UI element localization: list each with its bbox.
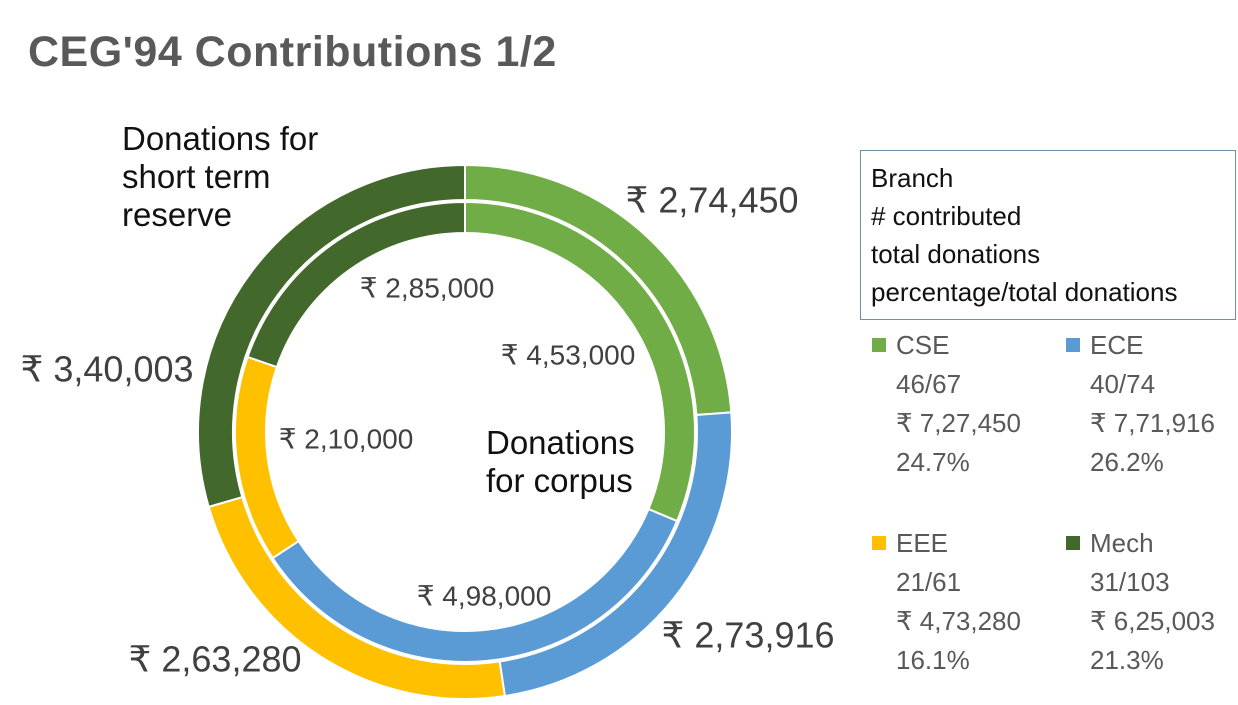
legend-contributed: 31/103 bbox=[1090, 567, 1170, 597]
legend-total: ₹ 6,25,003 bbox=[1090, 606, 1215, 636]
data-labels: ₹ 2,74,450 ₹ 2,73,916 ₹ 2,63,280 ₹ 3,40,003… bbox=[20, 180, 834, 680]
legend-header-total: total donations bbox=[871, 239, 1041, 269]
legend-name: CSE bbox=[896, 330, 950, 360]
inner-ring bbox=[234, 200, 696, 663]
inner-data-label-ece: ₹ 4,98,000 bbox=[417, 580, 552, 611]
legend-percent: 21.3% bbox=[1090, 645, 1164, 675]
legend-name: EEE bbox=[896, 528, 949, 558]
legend-percent: 26.2% bbox=[1090, 447, 1164, 477]
inner-data-label-eee: ₹ 2,10,000 bbox=[279, 423, 414, 454]
legend-total: ₹ 7,71,916 bbox=[1090, 408, 1215, 438]
legend-item-cse: CSE 46/67 ₹ 7,27,450 24.7% bbox=[872, 326, 1052, 482]
legend-name: ECE bbox=[1090, 330, 1144, 360]
legend: CSE 46/67 ₹ 7,27,450 24.7% ECE 40/74 ₹ 7… bbox=[872, 326, 1238, 686]
page-title: CEG'94 Contributions 1/2 bbox=[28, 28, 557, 76]
outer-data-label-eee: ₹ 2,63,280 bbox=[128, 639, 301, 680]
outer-segment-mech bbox=[197, 163, 466, 509]
outer-data-label-cse: ₹ 2,74,450 bbox=[625, 180, 798, 221]
legend-swatch bbox=[872, 536, 886, 550]
legend-name: Mech bbox=[1090, 528, 1154, 558]
corpus-caption: Donations for corpus bbox=[486, 424, 635, 499]
legend-total: ₹ 4,73,280 bbox=[896, 606, 1021, 636]
legend-swatch bbox=[872, 338, 886, 352]
legend-total: ₹ 7,27,450 bbox=[896, 408, 1021, 438]
legend-percent: 16.1% bbox=[896, 645, 970, 675]
legend-item-eee: EEE 21/61 ₹ 4,73,280 16.1% bbox=[872, 524, 1052, 680]
legend-contributed: 46/67 bbox=[896, 369, 962, 399]
outer-data-label-ece: ₹ 2,73,916 bbox=[661, 615, 834, 656]
legend-swatch bbox=[1066, 536, 1080, 550]
legend-header-box: Branch # contributed total donations per… bbox=[860, 150, 1236, 320]
legend-header-percentage: percentage/total donations bbox=[871, 277, 1178, 307]
legend-header-branch: Branch bbox=[871, 163, 954, 193]
legend-contributed: 21/61 bbox=[896, 567, 962, 597]
legend-contributed: 40/74 bbox=[1090, 369, 1156, 399]
inner-data-label-cse: ₹ 4,53,000 bbox=[501, 339, 636, 370]
legend-percent: 24.7% bbox=[896, 447, 970, 477]
inner-data-label-mech: ₹ 2,85,000 bbox=[360, 272, 495, 303]
legend-header-contributed: # contributed bbox=[871, 201, 1022, 231]
legend-item-ece: ECE 40/74 ₹ 7,71,916 26.2% bbox=[1066, 326, 1238, 482]
outer-ring bbox=[197, 163, 733, 700]
outer-data-label-mech: ₹ 3,40,003 bbox=[20, 349, 193, 390]
legend-item-mech: Mech 31/103 ₹ 6,25,003 21.3% bbox=[1066, 524, 1238, 680]
inner-segment-mech bbox=[246, 200, 466, 369]
legend-swatch bbox=[1066, 338, 1080, 352]
short-term-caption: Donations for short term reserve bbox=[122, 120, 319, 233]
